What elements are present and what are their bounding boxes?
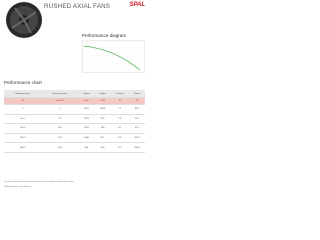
table-cell: m3/h — [78, 97, 95, 105]
footer-note: SPAL Automotive - www.spal.com — [4, 186, 31, 188]
performance-diagram — [82, 40, 145, 73]
doc-title: RUSHED AXIAL FANS — [44, 3, 111, 10]
table-cell: 1578 — [78, 114, 95, 125]
table-cell: 1326 — [78, 123, 95, 134]
table-cell: 20.4 — [41, 142, 79, 153]
unit-row: Pa mm H2O m3/h CFM A W — [4, 97, 145, 105]
data-row: 0 0 1815 1068 7.1 85.2 — [4, 104, 145, 115]
table-cell: 1040 — [78, 133, 95, 144]
table-cell: 100.0 — [4, 123, 42, 134]
table-cell: 5.1 — [41, 114, 79, 125]
table-cell: W — [129, 97, 145, 105]
table-cell: 0 — [4, 104, 42, 115]
table-cell: Current — [110, 90, 130, 98]
table-cell: Power — [129, 90, 145, 98]
data-row: 150.0 15.3 1040 612 8.6 103.2 — [4, 133, 145, 144]
table-cell: 7.6 — [110, 114, 130, 125]
table-cell: 50.0 — [4, 114, 42, 125]
table-cell: Pa — [4, 97, 42, 105]
performance-table: Static pressure Static pressure airflow air… — [4, 90, 145, 153]
table-cell: 929 — [94, 114, 111, 125]
table-cell: 108.0 — [129, 142, 145, 153]
table-cell: 91.2 — [129, 114, 145, 125]
data-row: 50.0 5.1 1578 929 7.6 91.2 — [4, 114, 145, 125]
table-cell: mm H2O — [41, 97, 79, 105]
datasheet-page: RUSHED AXIAL FANS SPAL Performance diagr… — [0, 0, 149, 198]
table-cell: CFM — [94, 97, 111, 105]
header-row: Static pressure Static pressure airflow air… — [4, 90, 145, 98]
table-cell: 680 — [78, 142, 95, 153]
table-cell: airflow — [94, 90, 111, 98]
table-cell: 10.2 — [41, 123, 79, 134]
table-cell: 150.0 — [4, 133, 42, 144]
table-cell: 1068 — [94, 104, 111, 115]
section-heading: Performance chart — [4, 80, 42, 85]
table-cell: Static pressure — [41, 90, 79, 98]
table-cell: 7.1 — [110, 104, 130, 115]
table-cell: 8.6 — [110, 133, 130, 144]
table-cell: 97.2 — [129, 123, 145, 134]
fan-image — [6, 2, 42, 38]
table-cell: 1815 — [78, 104, 95, 115]
table-cell: airflow — [78, 90, 95, 98]
table-cell: 400 — [94, 142, 111, 153]
table-cell: 780 — [94, 123, 111, 134]
table-cell: 612 — [94, 133, 111, 144]
table-cell: 200.0 — [4, 142, 42, 153]
table-cell: A — [110, 97, 130, 105]
footer-note: This is an automatically generated datas… — [4, 181, 75, 183]
data-row: 200.0 20.4 680 400 9.0 108.0 — [4, 142, 145, 153]
table-cell: Static pressure — [4, 90, 42, 98]
table-cell: 8.1 — [110, 123, 130, 134]
table-cell: 0 — [41, 104, 79, 115]
table-cell: 103.2 — [129, 133, 145, 144]
brand-logo: SPAL — [129, 2, 145, 8]
table-cell: 85.2 — [129, 104, 145, 115]
table-cell: 15.3 — [41, 133, 79, 144]
table-cell: 9.0 — [110, 142, 130, 153]
section-heading: Performance diagram — [82, 33, 127, 38]
data-row: 100.0 10.2 1326 780 8.1 97.2 — [4, 123, 145, 134]
